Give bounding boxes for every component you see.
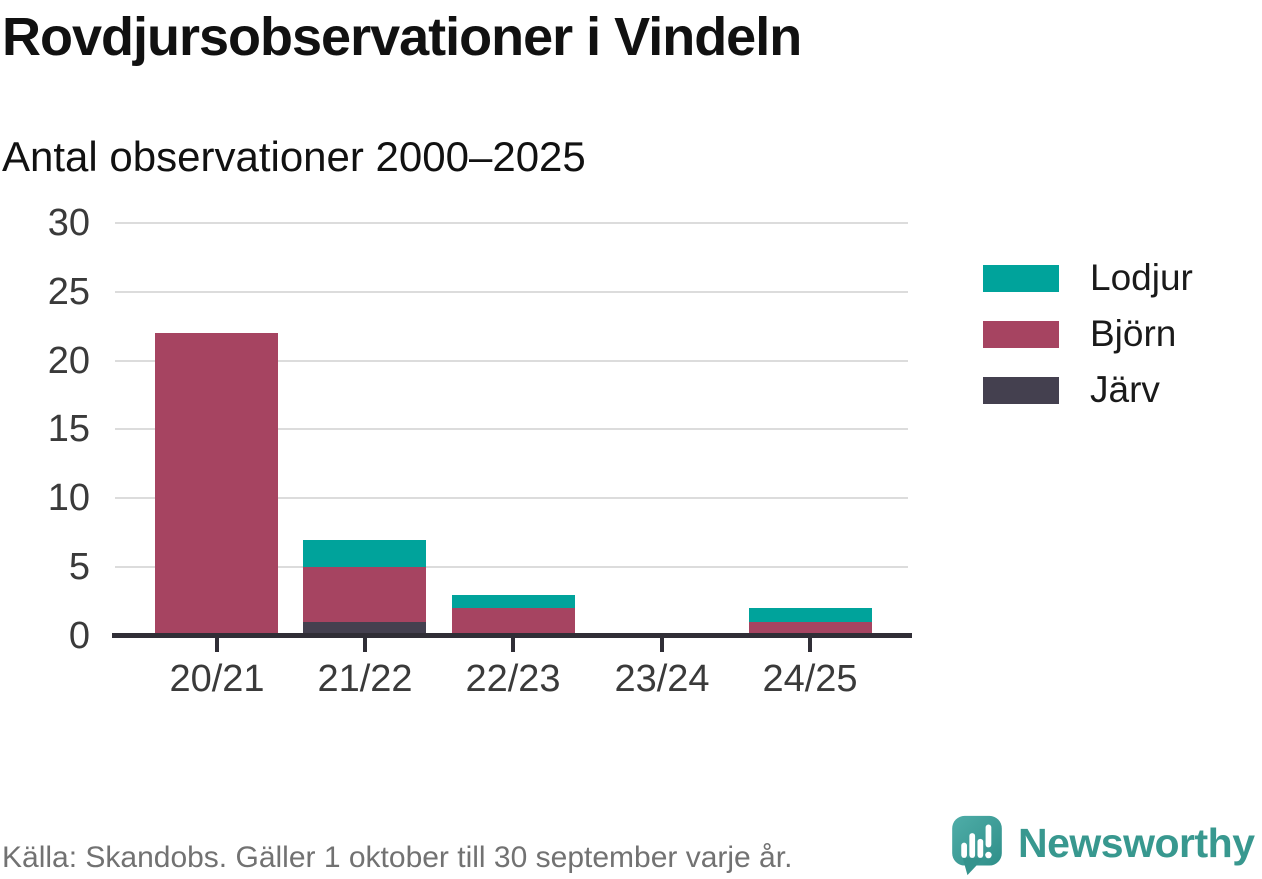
y-tick-label: 5 [68, 546, 90, 589]
legend-swatch-järv [983, 376, 1059, 404]
bar-segment-björn-20/21 [155, 333, 278, 636]
bar-segment-lodjur-21/22 [303, 539, 426, 568]
x-tick-label: 23/24 [614, 658, 710, 700]
chart-subtitle: Antal observationer 2000–2025 [2, 133, 586, 180]
x-tick-24/25 [808, 638, 812, 652]
y-tick-label: 30 [47, 201, 90, 244]
gridline-30 [115, 221, 908, 224]
newsworthy-logo: Newsworthy [950, 814, 1255, 877]
x-tick-label: 20/21 [169, 658, 265, 700]
page-title: Rovdjursobservationer i Vindeln [2, 7, 802, 67]
legend-swatch-björn [983, 320, 1059, 348]
legend-item-järv: Järv [983, 369, 1160, 411]
legend-label: Järv [1090, 369, 1160, 411]
bar-segment-björn-21/22 [303, 567, 426, 623]
legend-label: Lodjur [1090, 257, 1193, 298]
x-tick-label: 21/22 [317, 658, 413, 700]
x-tick-23/24 [660, 638, 664, 652]
y-tick-label: 10 [47, 477, 90, 520]
x-tick-20/21 [215, 638, 219, 652]
source-note: Källa: Skandobs. Gäller 1 oktober till 3… [2, 841, 793, 874]
y-tick-label: 0 [68, 615, 90, 657]
legend-swatch-lodjur [983, 264, 1059, 292]
gridline-10 [115, 497, 908, 500]
bar-segment-lodjur-24/25 [749, 608, 872, 623]
y-tick-label: 15 [47, 408, 90, 451]
x-tick-label: 22/23 [465, 658, 561, 700]
gridline-15 [115, 428, 908, 431]
gridline-25 [115, 290, 908, 293]
legend-item-björn: Björn [983, 313, 1176, 355]
x-axis-line [112, 633, 912, 638]
legend-item-lodjur: Lodjur [983, 257, 1193, 299]
x-tick-22/23 [511, 638, 515, 652]
newsworthy-wordmark: Newsworthy [1018, 820, 1255, 866]
bar-segment-björn-22/23 [452, 608, 575, 636]
bar-segment-björn-24/25 [749, 622, 872, 636]
gridline-20 [115, 359, 908, 362]
x-tick-label: 24/25 [762, 658, 858, 700]
bar-segment-järv-21/22 [303, 622, 426, 636]
y-tick-label: 20 [47, 339, 90, 382]
legend-label: Björn [1090, 313, 1177, 355]
x-tick-21/22 [363, 638, 367, 652]
bar-segment-lodjur-22/23 [452, 594, 575, 609]
gridline-5 [115, 566, 908, 569]
y-tick-label: 25 [47, 270, 90, 313]
newsworthy-icon [952, 815, 1002, 876]
